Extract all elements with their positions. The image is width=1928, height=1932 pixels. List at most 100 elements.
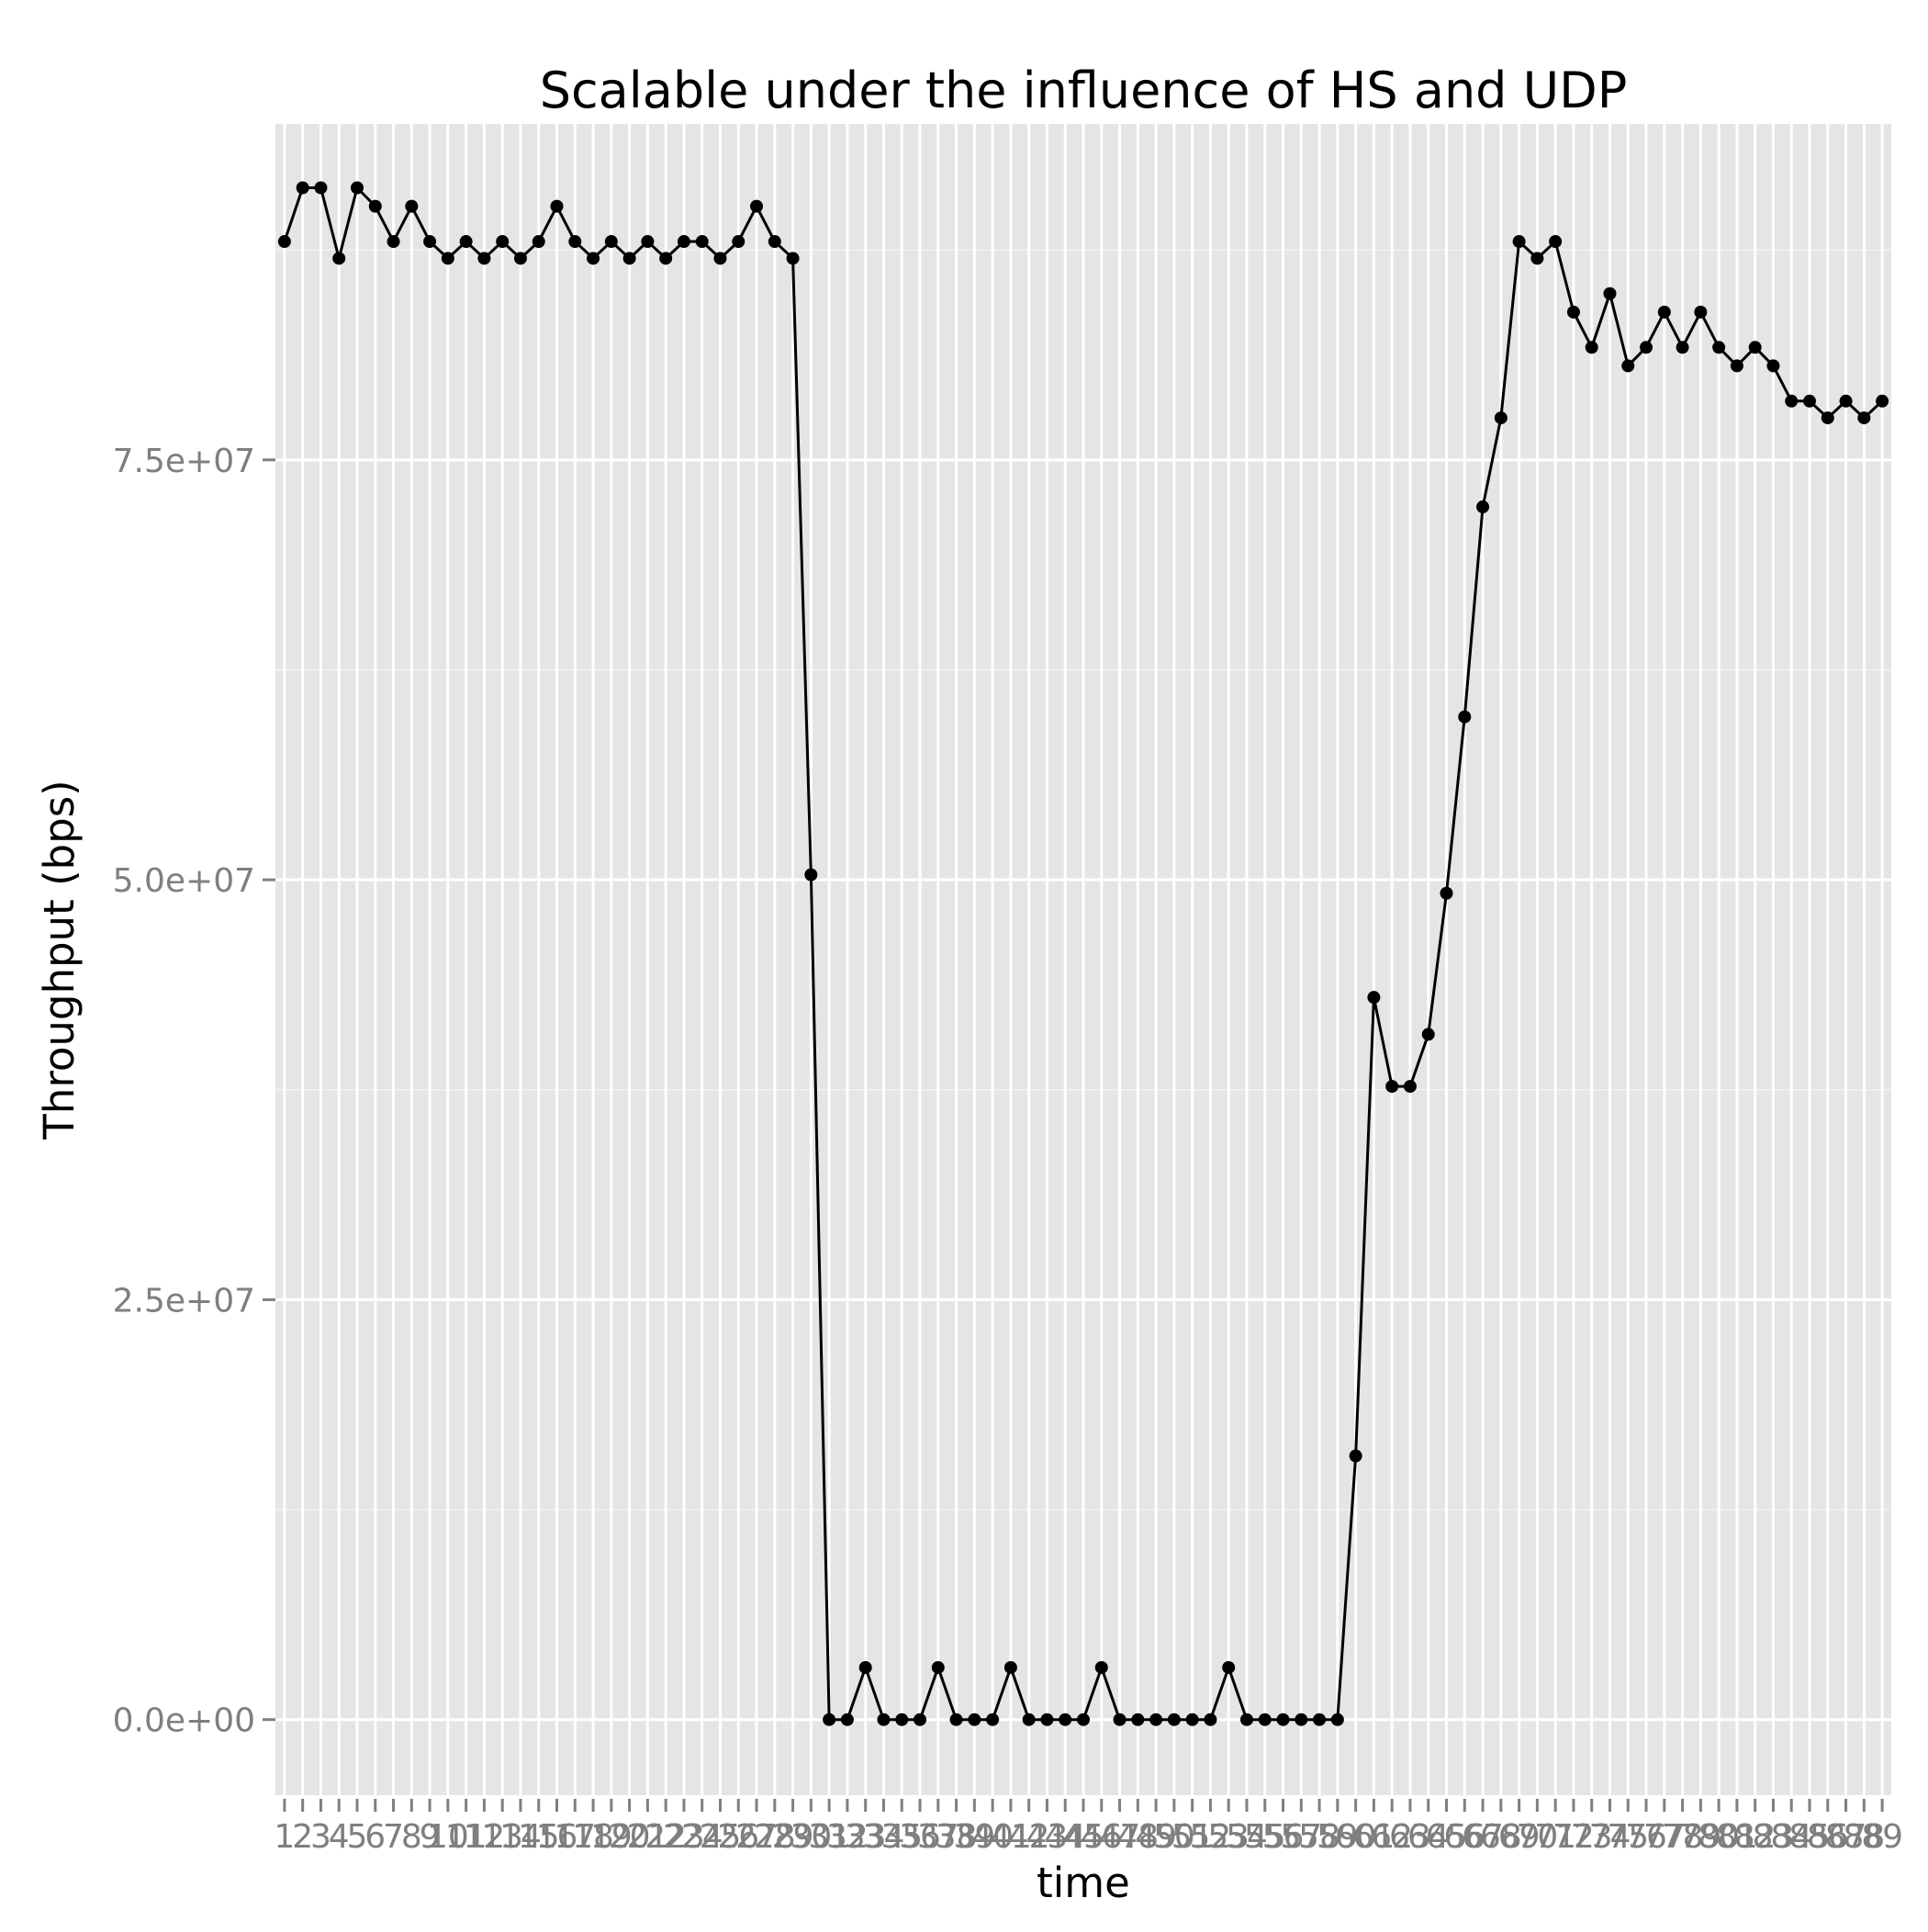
data-point (1258, 1713, 1272, 1726)
data-point (1566, 305, 1580, 319)
data-point (1003, 1660, 1017, 1674)
x-tick-label: 12 (464, 1818, 506, 1856)
x-tick-label: 1 (274, 1818, 295, 1856)
data-point (477, 252, 491, 265)
data-point (1440, 886, 1453, 900)
x-tick-label: 28 (754, 1818, 796, 1856)
x-axis-tick-labels: 1234567891011121314151617181920212223242… (274, 1818, 1903, 1856)
data-point (840, 1713, 854, 1726)
data-point (877, 1713, 891, 1726)
data-point (641, 235, 655, 249)
x-tick-label: 25 (700, 1818, 742, 1856)
data-point (1113, 1713, 1127, 1726)
data-point (1421, 1028, 1435, 1041)
x-tick-label: 63 (1389, 1818, 1431, 1856)
x-tick-label: 56 (1262, 1818, 1305, 1856)
data-point (1748, 341, 1762, 354)
data-point (1694, 305, 1708, 319)
x-tick-label: 31 (808, 1818, 850, 1856)
x-tick-label: 35 (880, 1818, 923, 1856)
data-point (1022, 1713, 1036, 1726)
x-tick-label: 80 (1698, 1818, 1740, 1856)
data-point (550, 199, 564, 213)
data-point (1385, 1080, 1399, 1094)
x-tick-label: 83 (1753, 1818, 1795, 1856)
data-point (1040, 1713, 1054, 1726)
data-point (513, 252, 527, 265)
data-point (1839, 394, 1853, 408)
x-tick-label: 16 (536, 1818, 578, 1856)
data-point (677, 235, 690, 249)
x-tick-label: 86 (1807, 1818, 1849, 1856)
x-tick-label: 23 (663, 1818, 705, 1856)
data-point (1803, 394, 1817, 408)
x-tick-label: 5 (347, 1818, 368, 1856)
x-tick-label: 54 (1226, 1818, 1268, 1856)
data-point (1876, 394, 1889, 408)
data-point (496, 235, 510, 249)
data-point (332, 252, 346, 265)
y-axis-label: Throughput (bps) (35, 780, 84, 1140)
x-tick-label: 71 (1534, 1818, 1576, 1856)
x-tick-label: 37 (917, 1818, 959, 1856)
x-tick-label: 72 (1552, 1818, 1595, 1856)
data-point (695, 235, 709, 249)
data-point (1367, 991, 1381, 1005)
x-tick-label: 84 (1770, 1818, 1812, 1856)
x-tick-label: 88 (1843, 1818, 1885, 1856)
data-point (1657, 305, 1671, 319)
x-tick-label: 57 (1280, 1818, 1322, 1856)
data-point (914, 1713, 927, 1726)
x-tick-label: 33 (845, 1818, 887, 1856)
x-axis-label: time (1037, 1859, 1130, 1907)
x-tick-label: 60 (1335, 1818, 1377, 1856)
data-point (750, 199, 764, 213)
x-tick-label: 39 (953, 1818, 995, 1856)
data-point (1094, 1660, 1108, 1674)
data-point (1077, 1713, 1090, 1726)
data-point (895, 1713, 909, 1726)
x-tick-label: 75 (1607, 1818, 1649, 1856)
data-point (1766, 359, 1780, 373)
x-tick-label: 7 (383, 1818, 404, 1856)
x-tick-label: 46 (1081, 1818, 1123, 1856)
data-point (423, 235, 437, 249)
data-point (786, 252, 800, 265)
data-point (532, 235, 545, 249)
series-points (277, 181, 1889, 1726)
x-tick-label: 55 (1244, 1818, 1286, 1856)
x-tick-label: 69 (1498, 1818, 1541, 1856)
x-tick-label: 34 (863, 1818, 905, 1856)
x-tick-label: 32 (826, 1818, 869, 1856)
data-point (1712, 341, 1726, 354)
data-point (1785, 394, 1799, 408)
data-point (277, 235, 291, 249)
data-point (1204, 1713, 1217, 1726)
x-tick-label: 77 (1643, 1818, 1686, 1856)
x-tick-label: 52 (1190, 1818, 1232, 1856)
data-point (604, 235, 618, 249)
data-point (804, 868, 818, 882)
data-point (1349, 1449, 1362, 1463)
x-tick-label: 19 (590, 1818, 633, 1856)
x-tick-label: 68 (1480, 1818, 1522, 1856)
data-point (1167, 1713, 1181, 1726)
data-point (823, 1713, 836, 1726)
data-point (314, 181, 328, 195)
data-point (1222, 1660, 1236, 1674)
y-tick-label: 5.0e+07 (113, 862, 255, 900)
x-tick-label: 22 (645, 1818, 687, 1856)
x-tick-label: 78 (1662, 1818, 1704, 1856)
x-tick-label: 50 (1153, 1818, 1195, 1856)
data-point (1476, 500, 1490, 514)
chart-title: Scalable under the influence of HS and U… (540, 62, 1628, 119)
data-point (296, 181, 309, 195)
data-point (622, 252, 636, 265)
data-point (1185, 1713, 1199, 1726)
data-point (1276, 1713, 1290, 1726)
data-point (713, 252, 727, 265)
data-point (1530, 252, 1544, 265)
x-tick-label: 79 (1679, 1818, 1721, 1856)
y-tick-label: 0.0e+00 (113, 1702, 255, 1740)
data-point (1640, 341, 1653, 354)
